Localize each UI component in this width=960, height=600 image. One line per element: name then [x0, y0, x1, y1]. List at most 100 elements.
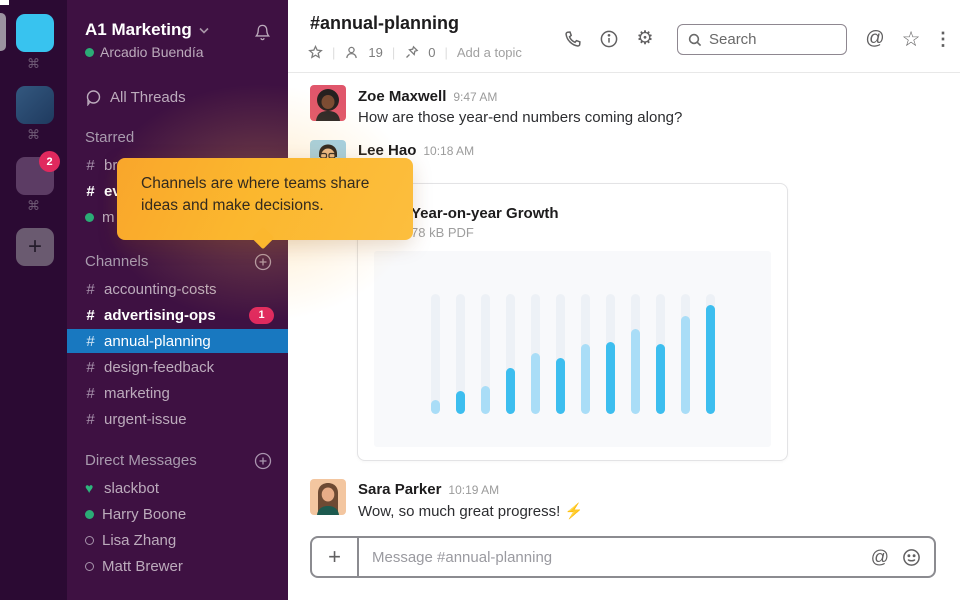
- sidebar-item-advertising-ops[interactable]: # advertising-ops 1: [67, 302, 288, 328]
- avatar[interactable]: [310, 479, 346, 515]
- chart-bar-track: [655, 294, 665, 414]
- file-meta: 78 kB PDF: [411, 225, 474, 240]
- star-channel-icon[interactable]: [308, 45, 323, 60]
- hash-icon: #: [86, 280, 95, 298]
- author-name: Zoe Maxwell: [358, 88, 447, 105]
- sidebar-item-starred-2[interactable]: m: [67, 204, 288, 230]
- sidebar: A1 Marketing Arcadio Buendía All Threads…: [67, 0, 288, 600]
- add-workspace-button[interactable]: +: [16, 228, 54, 266]
- sidebar-item-design-feedback[interactable]: # design-feedback: [67, 354, 288, 380]
- sidebar-item-matt-brewer[interactable]: Matt Brewer: [67, 553, 288, 579]
- info-button[interactable]: [598, 28, 620, 50]
- hash-icon: #: [86, 156, 95, 174]
- hash-icon: #: [86, 332, 95, 350]
- message-author[interactable]: Lee Hao 10:18 AM: [358, 142, 474, 159]
- more-options-kebab-icon[interactable]: ⋮: [934, 28, 952, 49]
- pin-count[interactable]: 0: [428, 45, 436, 60]
- channel-title: #annual-planning: [310, 13, 460, 33]
- hash-icon: #: [86, 306, 95, 324]
- members-icon[interactable]: [344, 45, 359, 60]
- channel-header: #annual-planning | 19 | 0 | Add a topic: [288, 0, 960, 73]
- mentions-at-icon[interactable]: @: [865, 28, 885, 49]
- workspace-icon-2[interactable]: [16, 86, 54, 124]
- chart-bar: [605, 342, 615, 414]
- message-body: Wow, so much great progress!: [358, 503, 561, 520]
- chart-bar: [555, 357, 565, 414]
- unread-badge: 1: [249, 306, 274, 324]
- file-title[interactable]: Year-on-year Growth: [411, 205, 559, 222]
- message-author[interactable]: Sara Parker 10:19 AM: [358, 481, 499, 498]
- sidebar-item-urgent-issue[interactable]: # urgent-issue: [67, 406, 288, 432]
- workspace-icon-1[interactable]: [16, 14, 54, 52]
- sidebar-item-marketing[interactable]: # marketing: [67, 380, 288, 406]
- threads-icon: [86, 89, 101, 106]
- divider: |: [444, 45, 448, 60]
- avatar[interactable]: [310, 85, 346, 121]
- file-preview[interactable]: [374, 251, 771, 447]
- hash-icon: #: [86, 182, 95, 200]
- message-time: 9:47 AM: [453, 90, 498, 104]
- chart-bar-track: [455, 294, 465, 414]
- message-time: 10:19 AM: [448, 483, 500, 497]
- team-menu[interactable]: A1 Marketing: [85, 20, 209, 40]
- dm-label: Lisa Zhang: [102, 531, 177, 549]
- call-button[interactable]: [562, 28, 584, 50]
- sidebar-item-all-threads[interactable]: All Threads: [67, 84, 288, 110]
- channels-section-label: Channels: [85, 253, 149, 270]
- chart-bar-track: [680, 294, 690, 414]
- dm-section-label: Direct Messages: [85, 452, 197, 469]
- message-composer[interactable]: + Message #annual-planning @: [310, 536, 936, 578]
- tooltip-text: Channels are where teams share ideas and…: [141, 175, 370, 214]
- sidebar-item-harry-boone[interactable]: Harry Boone: [67, 501, 288, 527]
- add-topic-button[interactable]: Add a topic: [456, 45, 522, 60]
- channel-label: advertising-ops: [104, 306, 216, 324]
- chart-bar-track: [430, 294, 440, 414]
- chart-bar: [505, 368, 515, 414]
- settings-gear-icon[interactable]: ⚙: [636, 27, 654, 49]
- all-threads-label: All Threads: [110, 88, 186, 106]
- chart-bar: [455, 391, 465, 414]
- hash-icon: #: [86, 358, 95, 376]
- phone-icon: [565, 31, 581, 47]
- mention-at-icon[interactable]: @: [870, 546, 889, 567]
- chart-bar-track: [505, 294, 515, 414]
- emoji-smiley-icon[interactable]: [902, 548, 921, 567]
- sidebar-item-lisa-zhang[interactable]: Lisa Zhang: [67, 527, 288, 553]
- starred-section-label: Starred: [85, 129, 135, 146]
- chart-bar: [680, 315, 690, 414]
- message-author[interactable]: Zoe Maxwell 9:47 AM: [358, 88, 497, 105]
- pin-icon[interactable]: [404, 45, 419, 60]
- file-attachment-card[interactable]: Year-on-year Growth 78 kB PDF: [357, 183, 788, 461]
- workspace-icon-3[interactable]: 2: [16, 151, 60, 195]
- add-channel-button[interactable]: [254, 253, 272, 271]
- message-time: 10:18 AM: [423, 144, 475, 158]
- chart-bar: [430, 399, 440, 414]
- composer-placeholder[interactable]: Message #annual-planning: [372, 548, 553, 566]
- chart-bar-track: [605, 294, 615, 414]
- command-icon: ⌘: [27, 198, 40, 213]
- channel-label: urgent-issue: [104, 410, 187, 428]
- search-input[interactable]: Search: [677, 24, 847, 55]
- sidebar-item-annual-planning[interactable]: # annual-planning: [67, 329, 288, 353]
- chart-bar: [530, 352, 540, 414]
- starred-items-icon[interactable]: ☆: [901, 27, 921, 51]
- sidebar-item-slackbot[interactable]: ♥ slackbot: [67, 475, 288, 501]
- channel-label: marketing: [104, 384, 170, 402]
- screen-edge-artifact: [0, 0, 9, 5]
- sidebar-item-accounting-costs[interactable]: # accounting-costs: [67, 276, 288, 302]
- sidebar-item-starred-0[interactable]: # br: [67, 152, 288, 178]
- notifications-bell-icon[interactable]: [253, 23, 272, 42]
- presence-online-icon: [85, 509, 94, 519]
- workspace-rail: ⌘ ⌘ 2 ⌘ +: [0, 0, 67, 600]
- presence-online-icon: [85, 47, 94, 57]
- chart-bar-track: [480, 294, 490, 414]
- member-count[interactable]: 19: [368, 45, 383, 60]
- add-dm-button[interactable]: [254, 452, 272, 470]
- dm-label: m: [102, 208, 115, 226]
- attach-plus-button[interactable]: +: [312, 538, 359, 576]
- main-content: #annual-planning | 19 | 0 | Add a topic: [288, 0, 960, 600]
- dm-label: Harry Boone: [102, 505, 187, 523]
- current-user[interactable]: Arcadio Buendía: [85, 44, 204, 60]
- search-icon: [688, 33, 702, 46]
- message-text: How are those year-end numbers coming al…: [358, 109, 683, 126]
